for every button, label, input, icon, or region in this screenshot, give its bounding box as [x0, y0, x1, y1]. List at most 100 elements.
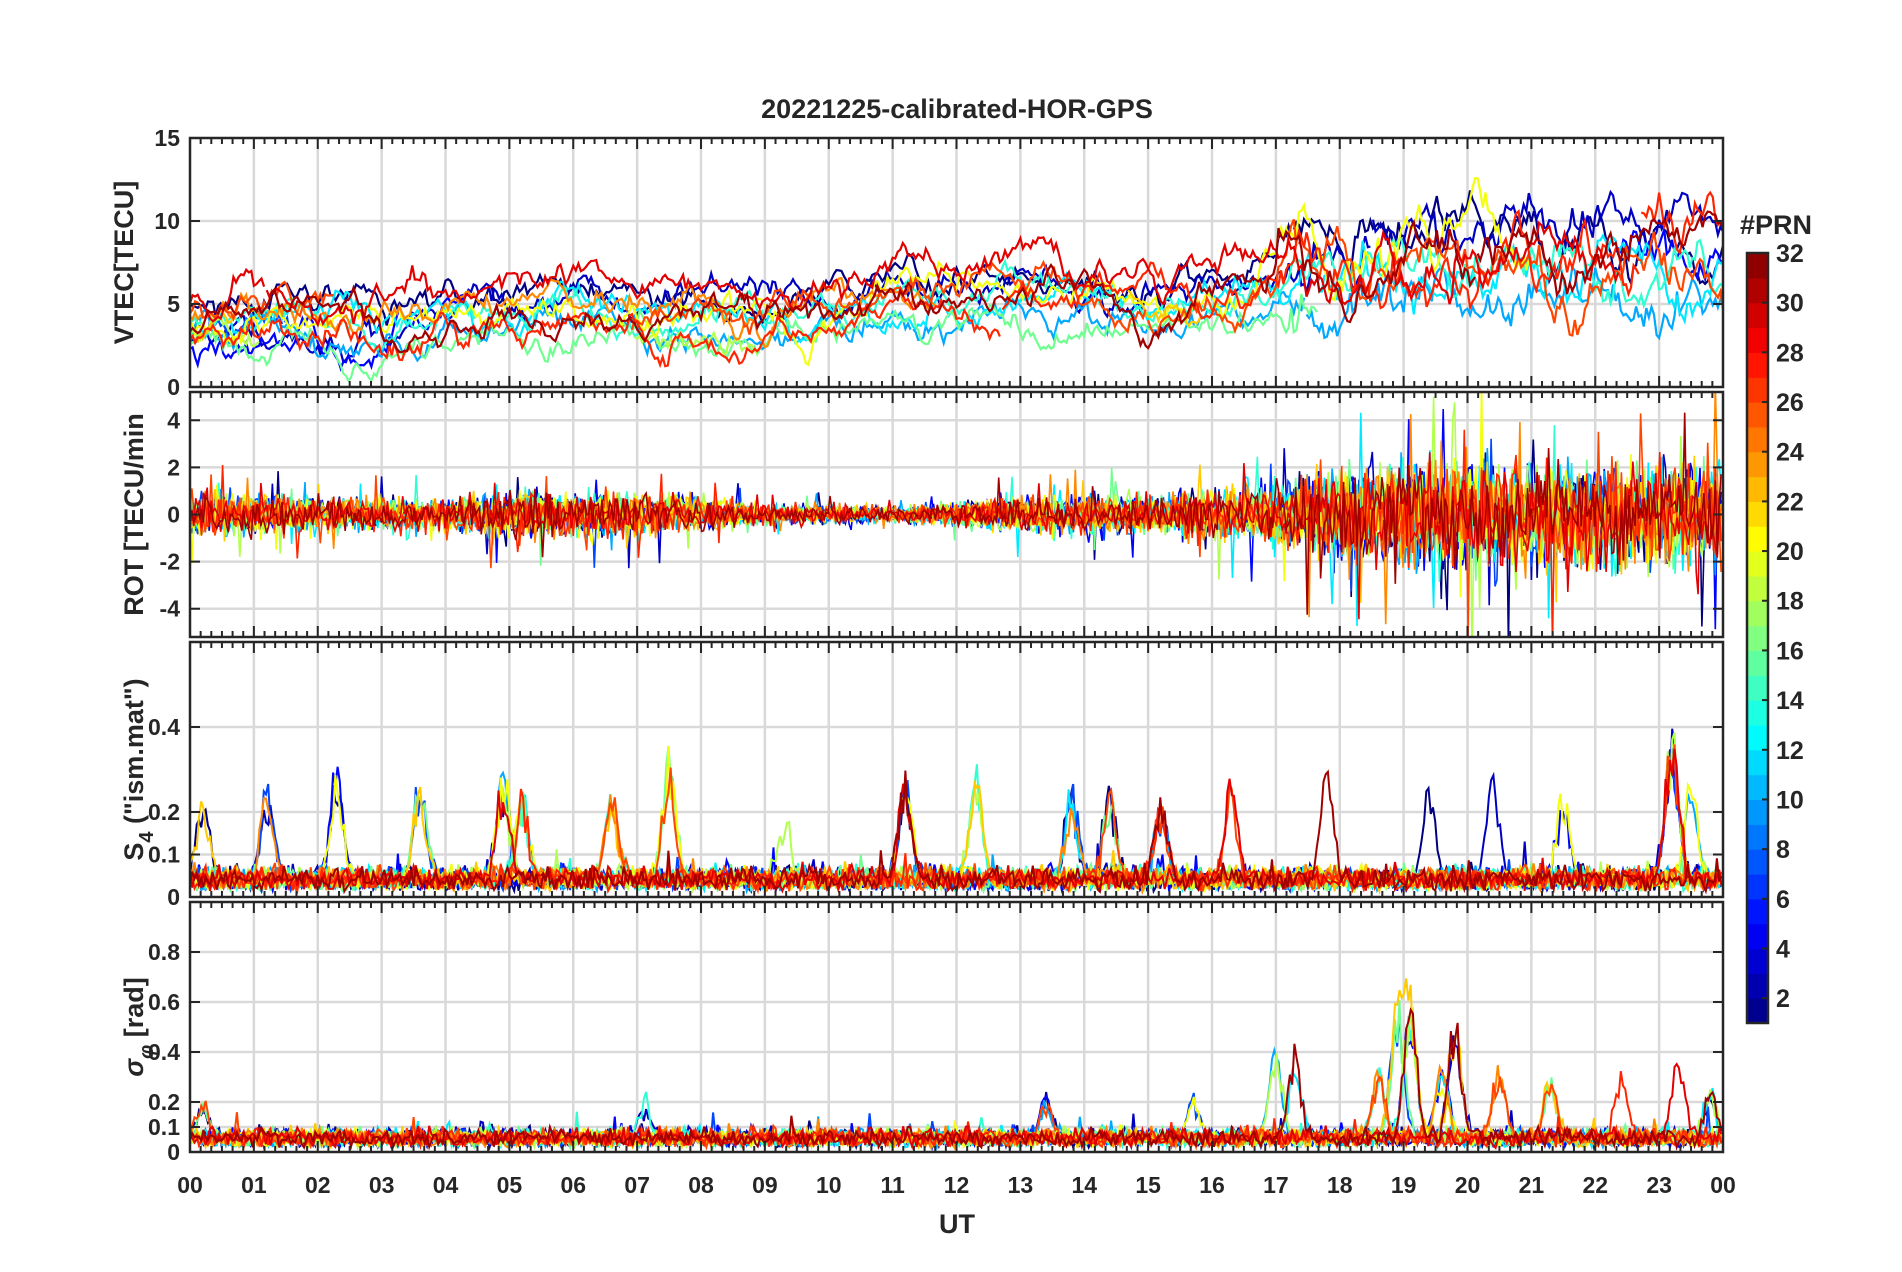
y-tick-label: 0.6 [148, 989, 180, 1015]
colorbar-segment [1747, 799, 1768, 825]
colorbar-tick-label: 12 [1776, 737, 1804, 765]
xticks-rot [189, 392, 1724, 637]
y-tick-label: 0.4 [148, 1039, 180, 1065]
vtec-line-prn-29 [265, 220, 1620, 328]
x-tick-label: 09 [752, 1172, 778, 1198]
colorbar-tick-label: 30 [1776, 290, 1804, 318]
x-tick-label: 21 [1519, 1172, 1545, 1198]
x-axis-label: UT [939, 1209, 975, 1239]
ylabel-sub: 4 [136, 831, 158, 843]
x-tick-label: 19 [1391, 1172, 1417, 1198]
y-axis-label-rot: ROT [TECU/min [119, 413, 149, 616]
x-tick-label: 10 [816, 1172, 842, 1198]
y-tick-label: 0 [167, 502, 180, 528]
colorbar-segment [1747, 327, 1768, 353]
colorbar-segment [1747, 675, 1768, 701]
x-axis: 00 01 02 03 04 05 06 07 08 09 10 11 12 13 14 15 16 17 18 19… [177, 1172, 1736, 1198]
x-tick-label: 15 [1135, 1172, 1161, 1198]
y-tick-label: 0.4 [148, 714, 180, 740]
x-tick-label: 16 [1199, 1172, 1225, 1198]
vtec-line-prn-31 [1476, 210, 1723, 298]
chart-title: 20221225-calibrated-HOR-GPS [761, 94, 1153, 124]
x-tick-label: 11 [880, 1172, 905, 1198]
vtec-line-prn-26 [190, 280, 334, 322]
colorbar-tick-label: 10 [1776, 786, 1804, 814]
x-tick-label: 18 [1327, 1172, 1353, 1198]
colorbar-tick-label: 26 [1776, 389, 1804, 417]
y-tick-label: -4 [160, 596, 181, 622]
xticks-sigphi [189, 902, 1724, 1152]
vtec-line-prn-22 [1127, 289, 1203, 328]
vtec-line-prn-27 [190, 285, 1001, 369]
colorbar-tick-label: 18 [1776, 588, 1804, 616]
y-tick-label: 2 [167, 454, 180, 480]
colorbar-segment [1747, 600, 1768, 627]
x-tick-label: 13 [1008, 1172, 1034, 1198]
vtec-line-prn-10 [1305, 264, 1723, 341]
colorbar-title: #PRN [1740, 210, 1812, 240]
x-tick-label: 08 [688, 1172, 714, 1198]
colorbar-segment [1747, 402, 1768, 428]
colorbar-tick-label: 22 [1776, 488, 1804, 516]
colorbar-tick-label: 28 [1776, 339, 1804, 367]
colorbar-segment [1747, 849, 1768, 875]
colorbar-segment [1747, 824, 1768, 850]
panel-sigphi: 00.10.2 0.4 0.6 0.8 σφ [rad] [119, 900, 1725, 1165]
y-tick-label: 0.8 [148, 939, 180, 965]
colorbar-segment [1747, 873, 1768, 900]
vtec-line-prn-20 [868, 176, 1530, 324]
x-tick-label: 04 [433, 1172, 459, 1198]
colorbar-segment [1747, 377, 1768, 403]
series-rot [190, 392, 1722, 637]
colorbar-segment [1747, 302, 1768, 329]
y-tick-label: 0.2 [148, 1089, 180, 1115]
colorbar-tick-label: 16 [1776, 637, 1804, 665]
colorbar-segment [1747, 526, 1768, 552]
x-tick-label: 01 [241, 1172, 267, 1198]
rot-line-prn-29 [190, 452, 1722, 620]
colorbar-tick-label: 6 [1776, 886, 1790, 914]
colorbar-segment [1747, 625, 1768, 652]
x-tick-label: 14 [1071, 1172, 1097, 1198]
grid-s4 [190, 642, 1723, 897]
colorbar-segment [1747, 948, 1768, 974]
y-tick-label: 10 [154, 208, 180, 234]
colorbar-segment [1747, 352, 1768, 378]
colorbar-segment [1747, 277, 1768, 304]
colorbar-segment [1747, 426, 1768, 453]
vtec-line-prn-31 [190, 218, 1477, 354]
y-tick-label: 0.1 [148, 1114, 180, 1140]
y-tick-label: -2 [160, 549, 180, 575]
y-tick-label: 0.2 [148, 799, 180, 825]
x-tick-label: 06 [560, 1172, 586, 1198]
vtec-line-prn-26 [1147, 218, 1298, 337]
y-tick-label: 0 [167, 374, 180, 400]
colorbar-segment [1747, 973, 1768, 999]
colorbar-tick-label: 32 [1776, 240, 1804, 268]
colorbar-tick-label: 4 [1776, 935, 1790, 963]
colorbar-segment [1747, 551, 1768, 577]
yticks-rot: -4 -2 0 2 4 [160, 407, 1723, 622]
ylabel-rest: [rad] [119, 977, 149, 1045]
series-vtec [190, 176, 1723, 383]
x-tick-label: 03 [369, 1172, 395, 1198]
x-tick-label: 22 [1582, 1172, 1608, 1198]
panel-rot: -4 -2 0 2 4 ROT [TECU/min [119, 390, 1725, 639]
sigphi-line-prn-31 [190, 1007, 1723, 1151]
x-tick-label: 07 [624, 1172, 650, 1198]
y-tick-label: 5 [167, 291, 180, 317]
colorbar-segment [1747, 253, 1768, 279]
x-tick-label: 17 [1263, 1172, 1289, 1198]
vtec-line-prn-3 [526, 235, 1371, 327]
panel-vtec: 0 5 10 15 VTEC[TECU] [109, 125, 1725, 400]
yticks-vtec: 0 5 10 15 [154, 125, 1723, 400]
x-tick-label: 00 [177, 1172, 203, 1198]
x-tick-label: 12 [944, 1172, 970, 1198]
panel-s4: 00.10.20.4S4 ("ism.mat") [119, 640, 1725, 910]
y-tick-label: 4 [167, 407, 180, 433]
yticks-sigphi: 00.10.2 0.4 0.6 0.8 [148, 939, 1723, 1165]
ylabel-base: S [119, 843, 149, 861]
y-tick-label: 0 [167, 884, 180, 910]
